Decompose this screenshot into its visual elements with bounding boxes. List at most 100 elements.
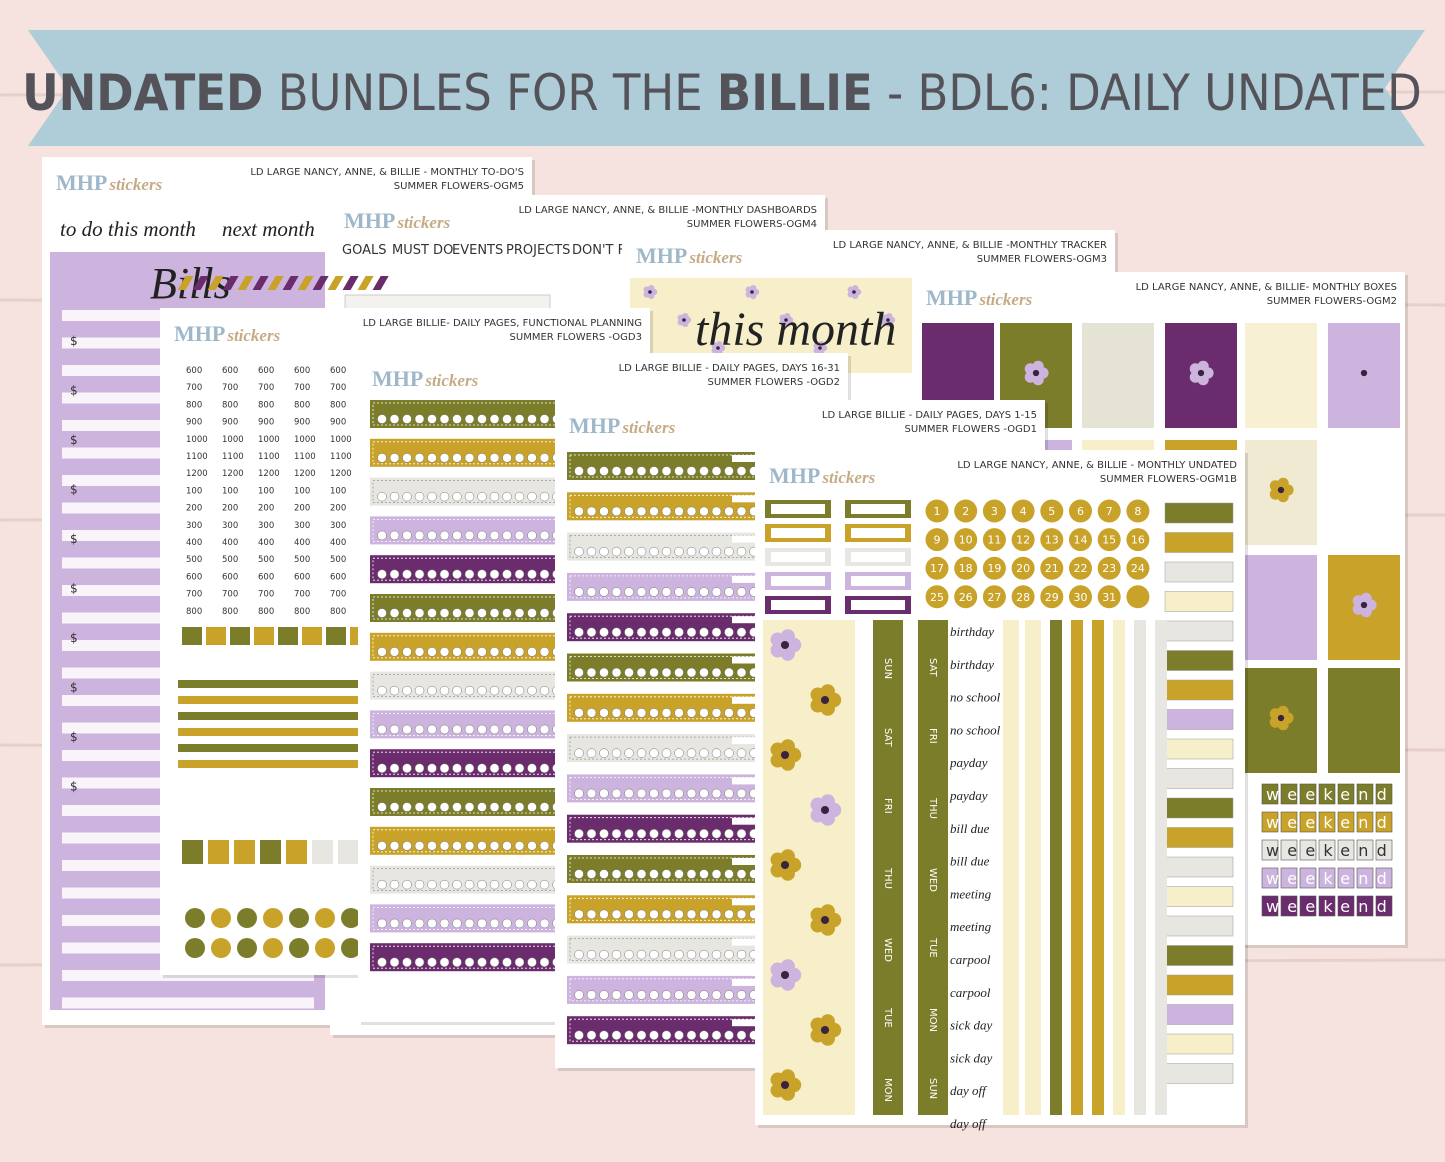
strip-dot (636, 587, 647, 597)
dot-sticker (237, 938, 257, 958)
strip-dot (414, 530, 425, 541)
strip-dot (636, 1030, 647, 1040)
strip-stitch (372, 751, 686, 775)
dashboard-heading: EVENTS (452, 243, 503, 258)
strip-dot (636, 466, 647, 476)
strip-dot (611, 869, 622, 879)
strip-dot (539, 608, 550, 618)
strip-dot (686, 466, 697, 476)
sheet-subtitle: SUMMER FLOWERS-OGM3 (977, 254, 1107, 265)
checklist-inner (771, 528, 825, 538)
strip-dot (661, 667, 672, 678)
dot-sticker (211, 938, 231, 958)
strip-dot (724, 506, 734, 517)
date-number: 2 (962, 505, 969, 518)
box-sticker (1328, 668, 1400, 773)
flower-petal (770, 1083, 785, 1098)
flower-center (780, 750, 790, 760)
strip-dot (389, 685, 400, 696)
strip-dot (736, 828, 747, 839)
flower-petal (780, 629, 795, 644)
strip-dot (464, 957, 475, 967)
strip-dot (489, 685, 500, 696)
weekend-flag (1299, 811, 1317, 833)
label-word: no school (950, 722, 1001, 737)
strip-dot (477, 918, 487, 929)
strip-dot (414, 647, 425, 657)
weekend-flag (1356, 783, 1374, 805)
strip-dot (661, 506, 672, 517)
strip-dot (574, 1030, 584, 1040)
strip-dot (452, 879, 462, 890)
strip-dot (636, 949, 647, 960)
strip-dot (711, 828, 722, 839)
strip-dot (402, 724, 412, 735)
strip-dot (464, 608, 475, 618)
stripe (207, 276, 224, 290)
flower-petal (1360, 360, 1372, 372)
strip-dot (736, 788, 747, 799)
side-box (1164, 1063, 1234, 1084)
logo-mark: MHP (569, 413, 620, 438)
strip-dot (649, 828, 659, 839)
time-label: 700 (186, 590, 202, 600)
strip-dot (711, 546, 722, 557)
day-label: FRI (927, 728, 938, 744)
strip-stitch (372, 713, 686, 736)
strip-stitch (372, 945, 686, 969)
strip-dot (427, 724, 437, 735)
weekend-flag (1261, 839, 1279, 861)
strip-dot (599, 909, 609, 920)
strip-dot (574, 587, 584, 597)
logo: MHP stickers (569, 413, 676, 438)
strip-dot (724, 748, 734, 758)
strip-dot (724, 990, 734, 1000)
strip-dot (599, 466, 609, 476)
flower-center (784, 318, 788, 322)
label-word: bill due (950, 854, 990, 869)
side-box (1164, 620, 1234, 642)
strip-dot (527, 569, 537, 579)
flag-tab (302, 627, 322, 645)
strip-dot (452, 569, 462, 579)
strip-dot (736, 748, 747, 758)
time-label: 400 (294, 538, 310, 548)
strip-dot (699, 1030, 709, 1040)
strip-dot (377, 685, 387, 696)
strip-dot (624, 869, 634, 879)
time-label: 1200 (294, 469, 316, 479)
strip-dot (649, 909, 659, 920)
stripe (267, 276, 284, 290)
side-box (1164, 945, 1234, 966)
strip-dot (686, 949, 697, 960)
strip-dot (377, 802, 387, 812)
logo-script: stickers (688, 248, 742, 267)
strip-dot (377, 957, 387, 967)
sheet-subtitle: SUMMER FLOWERS-OGM5 (394, 181, 524, 192)
strip-dot (586, 909, 597, 920)
strip-dot (611, 1030, 622, 1040)
side-box (1164, 827, 1234, 848)
dashboard-heading: GOALS (342, 243, 386, 258)
stripe (312, 276, 329, 290)
flower-petal (682, 312, 689, 320)
date-circle (1011, 585, 1035, 609)
stripe (342, 276, 359, 290)
strip-dot (636, 708, 647, 718)
date-circle (954, 499, 978, 523)
strip-dot (389, 608, 400, 618)
strip-dot (661, 748, 672, 758)
strip-dot (539, 491, 550, 502)
flower-center (648, 290, 652, 294)
date-number: 26 (959, 591, 973, 604)
strip-dot (377, 647, 387, 657)
strip-dot (724, 1030, 734, 1040)
strip-dot (686, 909, 697, 920)
strip-dot (527, 453, 537, 463)
dot-sticker (263, 908, 283, 928)
weekend-flag (1280, 811, 1298, 833)
label-word: sick day (950, 1018, 992, 1033)
strip-dot (427, 491, 437, 502)
strip-dot (502, 724, 512, 735)
flower-petal (770, 643, 785, 658)
